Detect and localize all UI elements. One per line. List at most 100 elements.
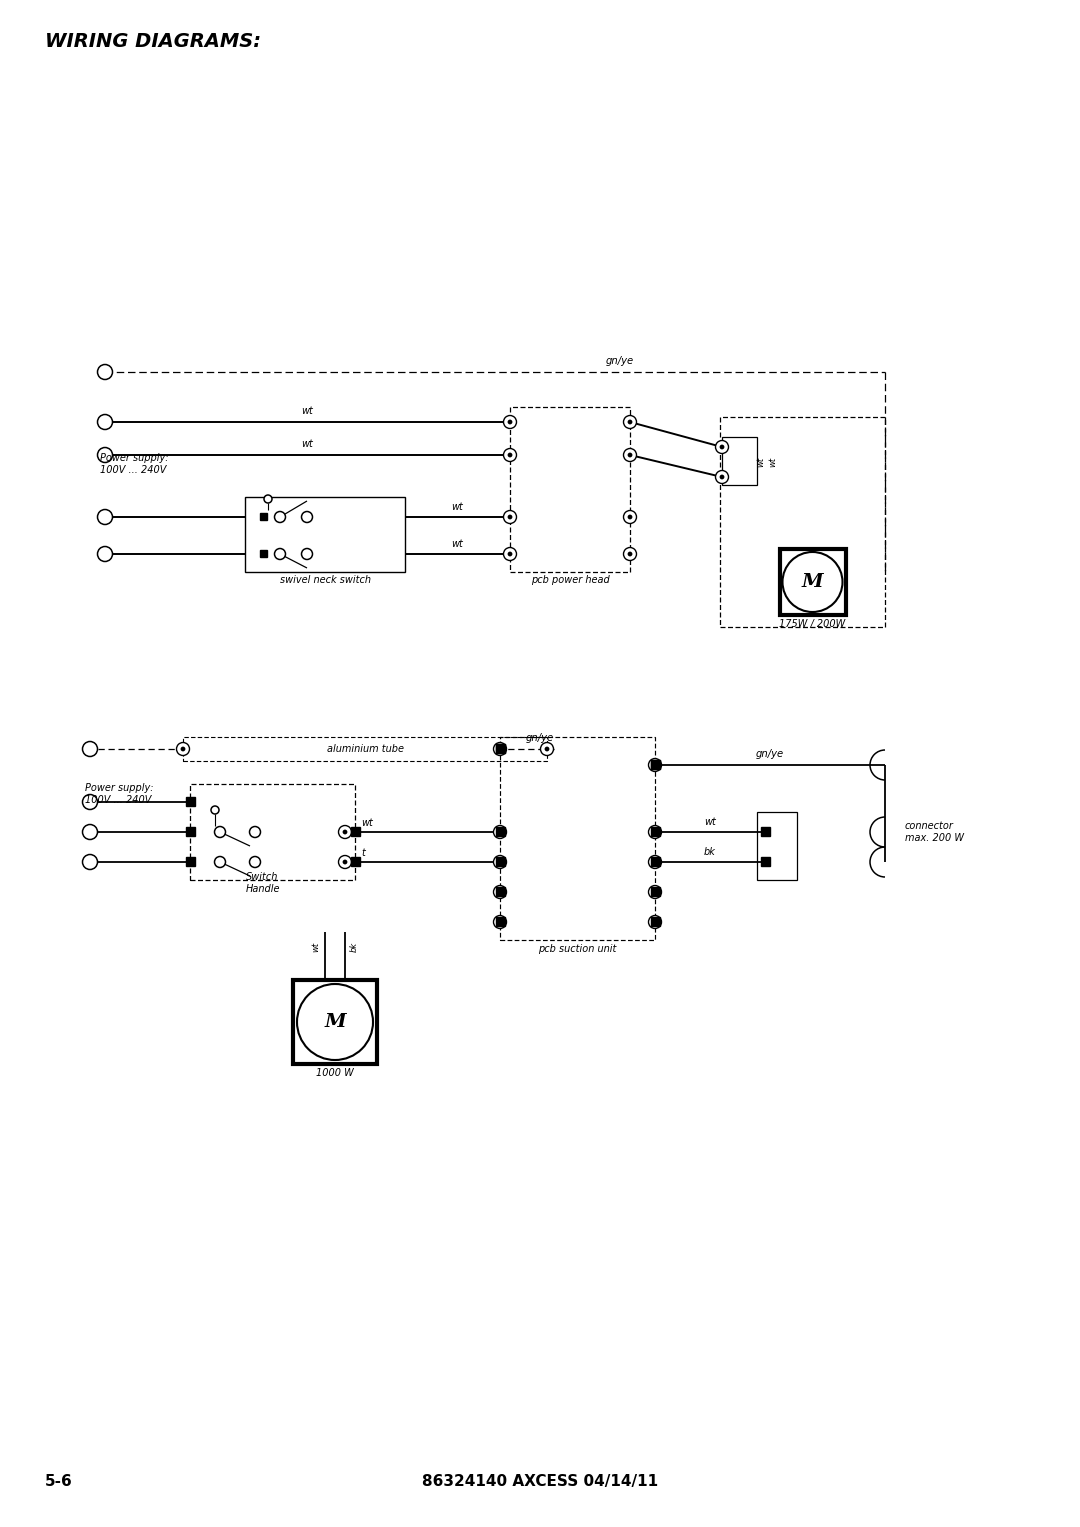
Circle shape xyxy=(648,886,661,898)
Circle shape xyxy=(97,547,112,562)
Circle shape xyxy=(498,747,502,751)
Bar xyxy=(650,760,660,770)
Circle shape xyxy=(648,916,661,928)
Circle shape xyxy=(503,510,516,524)
Text: 175W / 200W: 175W / 200W xyxy=(780,618,846,629)
Bar xyxy=(293,980,377,1064)
Text: wt: wt xyxy=(301,406,313,415)
Circle shape xyxy=(715,470,729,484)
Circle shape xyxy=(82,825,97,840)
Bar xyxy=(650,760,660,770)
Bar xyxy=(259,551,267,557)
Circle shape xyxy=(342,829,348,834)
Circle shape xyxy=(498,829,502,834)
Bar xyxy=(186,858,194,866)
Bar xyxy=(183,738,546,760)
Circle shape xyxy=(301,548,312,559)
Bar xyxy=(757,812,797,880)
Circle shape xyxy=(342,860,348,864)
Circle shape xyxy=(508,420,512,425)
Circle shape xyxy=(719,444,725,449)
Circle shape xyxy=(494,742,507,756)
Circle shape xyxy=(97,365,112,380)
Circle shape xyxy=(508,551,512,556)
Circle shape xyxy=(503,415,516,429)
Circle shape xyxy=(627,551,633,556)
Bar xyxy=(351,858,360,866)
Circle shape xyxy=(494,826,507,838)
Circle shape xyxy=(176,742,189,756)
Circle shape xyxy=(652,762,658,768)
Text: pcb power head: pcb power head xyxy=(530,576,609,585)
Circle shape xyxy=(82,742,97,756)
Bar xyxy=(496,918,504,927)
Circle shape xyxy=(249,857,260,867)
Bar xyxy=(650,887,660,896)
Text: M: M xyxy=(801,573,823,591)
Bar xyxy=(496,745,504,753)
Bar xyxy=(760,828,769,837)
Bar xyxy=(351,828,360,837)
Circle shape xyxy=(623,548,636,560)
Circle shape xyxy=(274,548,285,559)
Circle shape xyxy=(783,551,842,612)
Text: Power supply:
100V ... 240V: Power supply: 100V ... 240V xyxy=(85,783,153,805)
Circle shape xyxy=(301,512,312,522)
Text: wt: wt xyxy=(451,539,463,550)
Bar xyxy=(190,783,355,880)
Bar xyxy=(186,828,194,837)
Bar xyxy=(780,550,846,615)
Circle shape xyxy=(648,759,661,771)
Circle shape xyxy=(264,495,272,502)
Text: gn/ye: gn/ye xyxy=(756,750,784,759)
Circle shape xyxy=(508,452,512,458)
Bar xyxy=(510,408,630,573)
Circle shape xyxy=(508,515,512,519)
Circle shape xyxy=(494,886,507,898)
Circle shape xyxy=(623,449,636,461)
Text: gn/ye: gn/ye xyxy=(526,733,554,744)
Circle shape xyxy=(274,512,285,522)
Circle shape xyxy=(627,452,633,458)
Text: 1000 W: 1000 W xyxy=(316,1067,354,1078)
Bar xyxy=(723,437,757,486)
Text: wt: wt xyxy=(361,818,373,828)
Circle shape xyxy=(211,806,219,814)
Circle shape xyxy=(540,742,554,756)
Circle shape xyxy=(494,855,507,869)
Text: M: M xyxy=(324,1012,346,1031)
Circle shape xyxy=(97,447,112,463)
Circle shape xyxy=(544,747,550,751)
Text: wt: wt xyxy=(756,457,766,467)
Circle shape xyxy=(652,829,658,834)
Bar xyxy=(186,797,194,806)
Text: pcb suction unit: pcb suction unit xyxy=(538,944,617,954)
Text: gn/ye: gn/ye xyxy=(606,356,634,366)
Circle shape xyxy=(623,415,636,429)
Circle shape xyxy=(97,414,112,429)
Text: WIRING DIAGRAMS:: WIRING DIAGRAMS: xyxy=(45,32,261,50)
Text: wt: wt xyxy=(451,502,463,512)
Circle shape xyxy=(338,826,351,838)
Bar xyxy=(650,828,660,837)
Circle shape xyxy=(297,983,373,1060)
Text: bk: bk xyxy=(350,942,359,953)
Bar xyxy=(760,858,769,866)
Circle shape xyxy=(627,420,633,425)
Circle shape xyxy=(338,855,351,869)
Circle shape xyxy=(82,855,97,869)
Bar xyxy=(496,887,504,896)
Circle shape xyxy=(623,510,636,524)
Text: 5-6: 5-6 xyxy=(45,1474,72,1489)
Circle shape xyxy=(215,826,226,837)
Circle shape xyxy=(652,919,658,924)
Circle shape xyxy=(652,860,658,864)
Text: aluminium tube: aluminium tube xyxy=(326,744,404,754)
Text: t: t xyxy=(361,847,365,858)
Text: 86324140 AXCESS 04/14/11: 86324140 AXCESS 04/14/11 xyxy=(422,1474,658,1489)
Text: wt: wt xyxy=(311,942,320,951)
Bar xyxy=(650,858,660,866)
Circle shape xyxy=(719,475,725,479)
Bar xyxy=(496,745,504,753)
Circle shape xyxy=(249,826,260,837)
